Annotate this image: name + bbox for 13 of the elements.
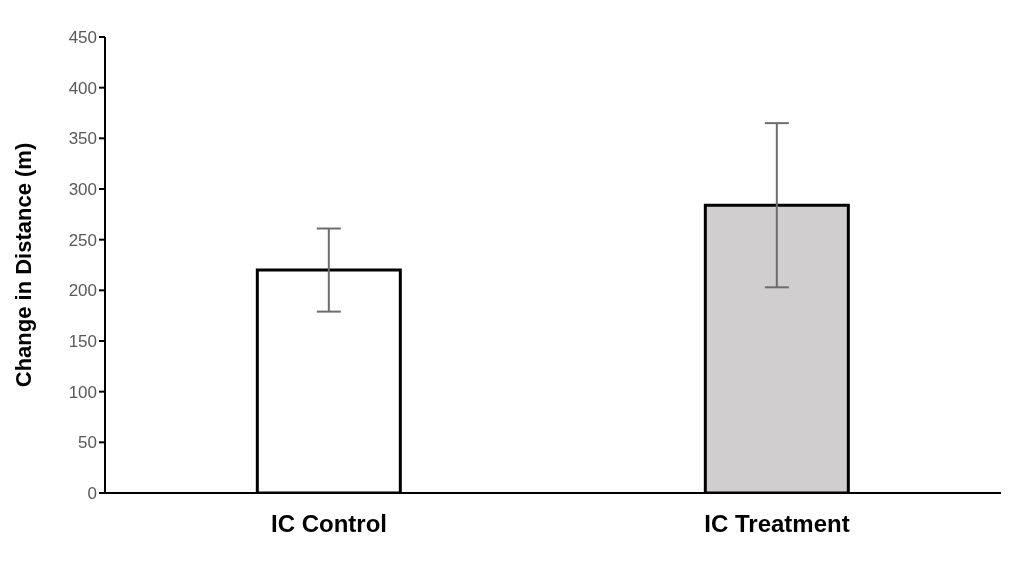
y-tick-label: 100	[68, 382, 97, 402]
y-tick-label: 50	[78, 433, 97, 453]
y-tick-label: 450	[68, 28, 97, 48]
y-tick-label: 0	[87, 484, 97, 504]
y-tick-label: 200	[68, 281, 97, 301]
y-tick-label: 400	[68, 78, 97, 98]
y-axis-title: Change in Distance (m)	[10, 142, 36, 388]
y-tick-label: 150	[68, 332, 97, 352]
y-tick-label: 250	[68, 230, 97, 250]
x-tick-label: IC Treatment	[704, 510, 850, 538]
y-tick-label: 350	[68, 129, 97, 149]
x-tick-label: IC Control	[271, 510, 387, 538]
y-tick-label: 300	[68, 180, 97, 200]
